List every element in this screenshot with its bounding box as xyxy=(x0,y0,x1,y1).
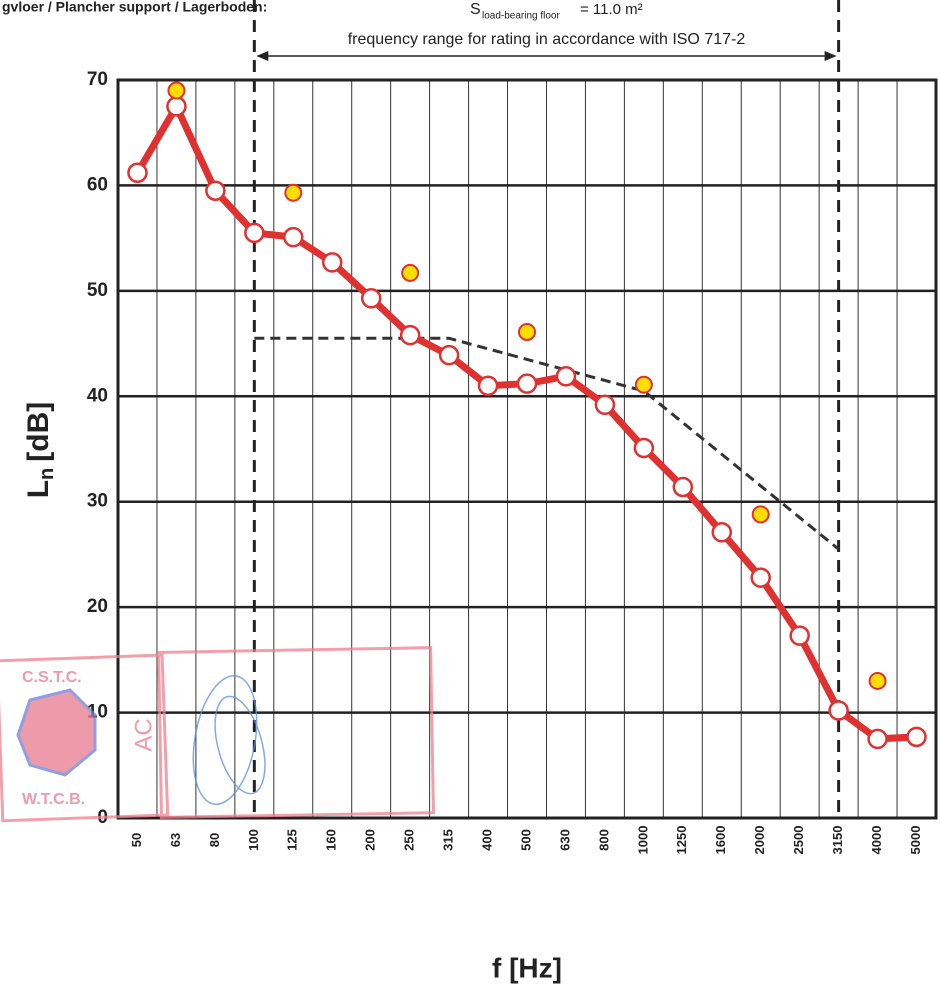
x-tick-label: 160 xyxy=(324,829,339,851)
data-point xyxy=(283,226,304,248)
data-point xyxy=(166,96,187,117)
stamp-seal xyxy=(16,688,97,777)
data-point xyxy=(205,180,226,201)
y-tick-label: 20 xyxy=(87,596,108,617)
series-line xyxy=(254,336,840,551)
stamp-text: AC xyxy=(130,718,157,751)
data-point xyxy=(401,263,420,282)
data-point xyxy=(672,476,694,498)
header-value: = 11.0 m² xyxy=(580,1,643,18)
y-axis-label: Ln [dB] xyxy=(22,402,58,499)
data-point xyxy=(828,700,849,721)
header-left: gvloer / Plancher support / Lagerboden: xyxy=(2,0,267,15)
y-label-main: L xyxy=(22,480,55,498)
x-tick-label: 2000 xyxy=(752,826,767,855)
stamp-text: C.S.T.C. xyxy=(22,669,82,686)
y-tick-label: 40 xyxy=(87,385,108,406)
x-tick-label: 200 xyxy=(363,829,378,851)
x-tick-label: 1250 xyxy=(674,826,689,855)
x-tick-label: 4000 xyxy=(869,826,884,855)
y-label-unit: [dB] xyxy=(22,402,55,462)
data-point xyxy=(594,394,616,415)
data-point xyxy=(750,567,771,588)
x-tick-label: 800 xyxy=(596,829,611,851)
x-tick-label: 100 xyxy=(246,829,261,851)
y-tick-label: 30 xyxy=(87,491,108,512)
data-point xyxy=(127,162,148,184)
header-symbol-sub: load-bearing floor xyxy=(482,11,560,22)
x-tick-label: 80 xyxy=(207,833,222,847)
y-tick-label: 60 xyxy=(87,174,108,195)
x-tick-label: 5000 xyxy=(908,826,923,855)
x-tick-label: 125 xyxy=(285,829,300,851)
data-point xyxy=(477,375,499,396)
x-tick-label: 400 xyxy=(479,829,494,851)
data-point xyxy=(516,373,538,394)
x-tick-label: 630 xyxy=(557,829,572,851)
x-tick-label: 315 xyxy=(441,829,456,851)
x-tick-label: 50 xyxy=(129,833,144,847)
data-point xyxy=(634,375,653,394)
stamp-frame xyxy=(157,646,435,819)
data-point xyxy=(711,522,733,543)
data-point xyxy=(751,505,770,524)
plot-frame xyxy=(116,78,938,820)
data-point xyxy=(518,322,536,341)
stamp-frame xyxy=(0,653,170,823)
stamp: C.S.T.C. W.T.C.B. AC xyxy=(0,646,435,823)
x-tick-label: 2500 xyxy=(791,826,806,855)
x-tick-label: 500 xyxy=(518,829,533,851)
x-tick-label: 3150 xyxy=(830,826,845,855)
data-point xyxy=(438,344,460,366)
x-tick-label: 63 xyxy=(168,833,183,847)
data-point xyxy=(167,81,186,100)
data-point xyxy=(321,252,343,273)
y-tick-label: 70 xyxy=(87,69,108,90)
signature xyxy=(192,675,258,805)
annotation: frequency range for rating in accordance… xyxy=(348,31,746,48)
x-axis-label: f [Hz] xyxy=(492,952,562,983)
data-point xyxy=(244,222,265,244)
header-symbol: S xyxy=(470,1,481,18)
y-tick-label: 50 xyxy=(87,280,108,301)
x-tick-label: 250 xyxy=(402,829,417,851)
data-point xyxy=(906,726,927,748)
x-tick-label: 1000 xyxy=(635,826,650,855)
data-point xyxy=(633,437,655,459)
data-point xyxy=(555,366,577,387)
x-tick-label: 1600 xyxy=(713,826,728,855)
stamp-text: W.T.C.B. xyxy=(22,791,85,808)
signature xyxy=(214,695,266,795)
data-point xyxy=(360,287,382,309)
data-point xyxy=(284,183,303,202)
data-point xyxy=(789,625,810,646)
data-point xyxy=(399,324,421,346)
y-label-sub: n xyxy=(36,468,58,480)
data-point xyxy=(867,728,888,750)
data-point xyxy=(868,671,887,690)
